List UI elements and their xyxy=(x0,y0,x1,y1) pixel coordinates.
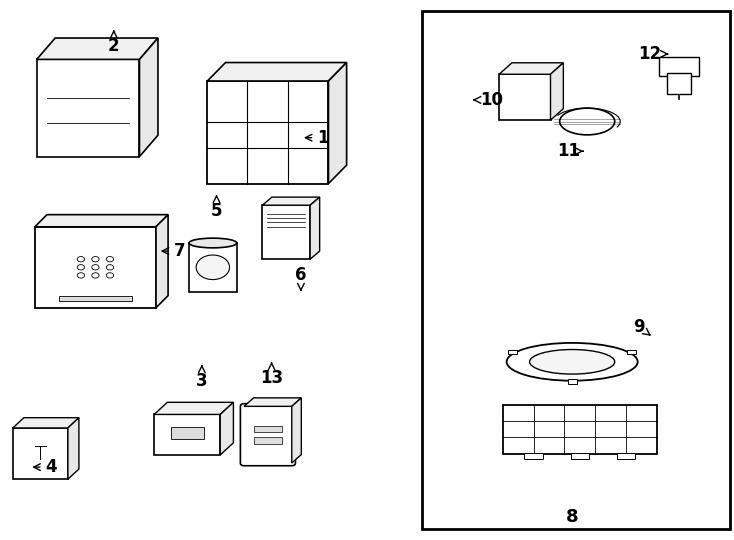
Bar xyxy=(667,73,691,94)
Ellipse shape xyxy=(560,108,615,135)
Bar xyxy=(659,57,700,76)
Text: 12: 12 xyxy=(638,45,667,63)
Bar xyxy=(524,453,543,459)
Circle shape xyxy=(92,256,99,262)
Text: 4: 4 xyxy=(34,458,57,476)
Text: 2: 2 xyxy=(108,31,120,55)
Text: 3: 3 xyxy=(196,366,208,390)
Polygon shape xyxy=(291,398,301,463)
Bar xyxy=(189,243,236,292)
Polygon shape xyxy=(139,38,158,157)
Polygon shape xyxy=(207,63,346,81)
Circle shape xyxy=(77,273,84,278)
Circle shape xyxy=(196,255,230,280)
Text: 5: 5 xyxy=(211,195,222,220)
Bar xyxy=(567,380,577,384)
Text: 1: 1 xyxy=(305,129,329,147)
Polygon shape xyxy=(263,197,319,205)
Bar xyxy=(499,75,550,120)
Bar xyxy=(207,81,329,184)
Polygon shape xyxy=(550,63,564,120)
Circle shape xyxy=(92,273,99,278)
Text: 8: 8 xyxy=(566,509,579,526)
Bar xyxy=(35,227,156,308)
Bar xyxy=(503,405,657,454)
Bar xyxy=(627,350,636,354)
Bar xyxy=(422,11,730,529)
Polygon shape xyxy=(35,215,168,227)
Circle shape xyxy=(106,273,114,278)
Polygon shape xyxy=(499,63,564,75)
Circle shape xyxy=(106,265,114,270)
Polygon shape xyxy=(244,398,301,406)
Polygon shape xyxy=(220,402,233,455)
Polygon shape xyxy=(13,418,79,428)
Bar xyxy=(254,426,282,433)
Text: 13: 13 xyxy=(260,363,283,387)
Circle shape xyxy=(77,265,84,270)
Ellipse shape xyxy=(506,343,638,381)
Polygon shape xyxy=(68,418,79,480)
Polygon shape xyxy=(310,197,319,259)
Bar xyxy=(170,427,203,438)
Bar xyxy=(263,205,310,259)
Circle shape xyxy=(77,256,84,262)
Bar xyxy=(13,428,68,480)
FancyBboxPatch shape xyxy=(241,404,295,465)
Polygon shape xyxy=(154,402,233,415)
Polygon shape xyxy=(156,215,168,308)
Bar xyxy=(617,453,636,459)
Bar xyxy=(570,453,589,459)
Text: 11: 11 xyxy=(557,142,583,160)
Bar xyxy=(154,415,220,455)
Text: 10: 10 xyxy=(474,91,504,109)
Ellipse shape xyxy=(529,349,615,374)
Bar xyxy=(37,59,139,157)
Text: 9: 9 xyxy=(633,318,650,336)
Polygon shape xyxy=(329,63,346,184)
Ellipse shape xyxy=(189,238,236,248)
Circle shape xyxy=(106,256,114,262)
Bar xyxy=(254,437,282,444)
Text: 7: 7 xyxy=(162,242,186,260)
Bar xyxy=(508,350,517,354)
Bar xyxy=(59,295,131,301)
Polygon shape xyxy=(37,38,158,59)
Circle shape xyxy=(92,265,99,270)
Text: 6: 6 xyxy=(295,266,307,291)
